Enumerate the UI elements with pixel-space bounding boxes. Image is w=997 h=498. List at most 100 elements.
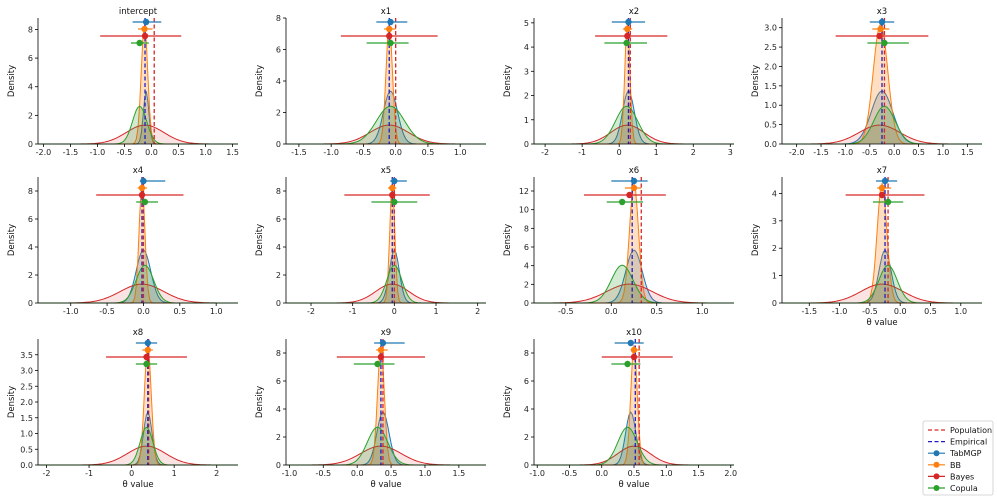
y-tick-label: 6 xyxy=(276,46,281,55)
density-fill-Copula xyxy=(38,106,238,144)
density-fill-Bayes xyxy=(534,125,734,144)
point-estimate-TabMGP xyxy=(144,339,151,347)
density-fill-BB xyxy=(286,345,486,465)
density-fill-Copula xyxy=(38,265,238,303)
panel-x10: -1.0 -0.5 0.0 0.5 1.0 1.5 2.0 0 2 4 6 8 x10 Density θ … xyxy=(503,328,737,490)
y-tick-label: 1.0 xyxy=(20,430,33,439)
density-fill-Copula xyxy=(286,427,486,465)
y-tick-label: 2.0 xyxy=(20,398,33,407)
density-fill-Bayes xyxy=(286,446,486,465)
x-tick-label: 0.0 xyxy=(137,307,150,316)
point-estimate-BB xyxy=(630,346,638,354)
density-fill-TabMGP xyxy=(534,91,734,144)
density-fill-Bayes xyxy=(38,125,238,144)
x-tick-label: -1.0 xyxy=(323,148,339,157)
x-tick-label: -1.0 xyxy=(832,307,848,316)
point-estimate-BB xyxy=(138,184,146,192)
y-tick-label: 8 xyxy=(524,224,529,233)
density-fill-Copula xyxy=(534,427,734,465)
density-fill-TabMGP xyxy=(782,250,982,303)
x-axis-label: θ value xyxy=(370,480,401,490)
point-estimate-Copula xyxy=(143,360,150,368)
point-estimate-Bayes xyxy=(141,32,149,40)
x-tick-label: 0.5 xyxy=(173,307,186,316)
x-tick-label: 0.5 xyxy=(912,148,925,157)
x-tick-label: 0.5 xyxy=(385,469,398,478)
x-tick-label: -0.5 xyxy=(862,148,878,157)
x-tick-label: 1.0 xyxy=(199,148,212,157)
density-fill-TabMGP xyxy=(534,250,734,303)
x-tick-label: 2 xyxy=(214,469,219,478)
panel-x3: -2.0 -1.5 -1.0 -0.5 0.0 0.5 1.0 1.5 0.0 0.5 1.0 1.5… xyxy=(751,7,982,157)
panel-title: x6 xyxy=(629,166,639,176)
x-tick-label: 3 xyxy=(728,148,733,157)
point-estimate-BB xyxy=(877,25,884,33)
point-estimate-BB xyxy=(377,346,385,354)
y-tick-label: 0 xyxy=(276,140,281,149)
y-tick-label: 0 xyxy=(28,299,33,308)
panel-title: x4 xyxy=(133,166,143,176)
density-fill-Bayes xyxy=(782,284,982,303)
x-tick-label: -2.0 xyxy=(789,148,805,157)
x-tick-label: 1.0 xyxy=(454,148,467,157)
point-estimate-BB xyxy=(386,25,393,33)
y-tick-label: 8 xyxy=(276,187,281,196)
y-tick-label: 6 xyxy=(276,215,281,224)
density-fill-BB xyxy=(38,186,238,303)
panel-title: x8 xyxy=(133,328,143,338)
y-tick-label: 3.0 xyxy=(764,24,777,33)
panel-title: x2 xyxy=(629,7,639,17)
density-fill-Bayes xyxy=(782,125,982,144)
point-estimate-TabMGP xyxy=(625,18,632,26)
legend-label-Copula: Copula xyxy=(950,484,978,493)
y-tick-label: 2 xyxy=(28,271,33,280)
point-estimate-Copula xyxy=(623,39,630,47)
x-tick-label: -0.5 xyxy=(117,148,133,157)
y-axis-label: Density xyxy=(751,224,761,256)
y-axis-label: Density xyxy=(503,386,513,418)
y-tick-label: 3 xyxy=(524,67,529,76)
x-tick-label: -1.0 xyxy=(90,148,106,157)
y-tick-label: 4 xyxy=(524,405,529,414)
x-tick-label: 1.5 xyxy=(961,148,974,157)
y-tick-label: 3 xyxy=(772,217,777,226)
x-tick-label: 1 xyxy=(654,148,659,157)
point-estimate-TabMGP xyxy=(878,18,886,26)
x-tick-label: -1 xyxy=(349,307,357,316)
density-fill-BB xyxy=(534,345,734,465)
point-estimate-Bayes xyxy=(143,353,150,361)
y-tick-label: 12 xyxy=(519,187,529,196)
panel-x2: -2 -1 0 1 2 3 0 1 2 3 4 5 x2 Density xyxy=(503,7,734,157)
panel-x4: -1.0 -0.5 0.0 0.5 1.0 0 2 4 6 8 x4 Density xyxy=(7,166,238,316)
panel-x8: -2 -1 0 1 2 0.0 0.5 1.0 1.5 2.0 2.5 3.0 3.5 x8 Density… xyxy=(7,328,238,490)
x-tick-label: -1.0 xyxy=(63,307,79,316)
point-estimate-BB xyxy=(624,25,631,33)
panel-x1: -1.5 -1.0 -0.5 0.0 0.5 1.0 0 2 4 6 8 x1 Density xyxy=(255,7,486,157)
point-estimate-Bayes xyxy=(624,32,631,40)
x-tick-label: 0.0 xyxy=(888,148,901,157)
y-tick-label: 6 xyxy=(524,377,529,386)
legend-label-TabMGP: TabMGP xyxy=(949,449,982,458)
point-estimate-Copula xyxy=(141,198,149,206)
y-tick-label: 0 xyxy=(276,299,281,308)
y-tick-label: 4 xyxy=(276,405,281,414)
y-tick-label: 2 xyxy=(772,244,777,253)
x-tick-label: -2 xyxy=(541,148,549,157)
y-tick-label: 1.5 xyxy=(20,414,33,423)
x-tick-label: 1.0 xyxy=(419,469,432,478)
x-tick-label: -1.5 xyxy=(813,148,829,157)
x-axis-label: θ value xyxy=(618,480,649,490)
point-estimate-Copula xyxy=(387,39,394,47)
point-estimate-Copula xyxy=(881,39,888,47)
panel-x7: -1.5 -1.0 -0.5 0.0 0.5 1.0 0 1 2 3 4 x7 Density θ val… xyxy=(751,166,982,328)
panel-title: intercept xyxy=(119,7,158,17)
y-tick-label: 8 xyxy=(28,187,33,196)
x-tick-label: 2 xyxy=(691,148,696,157)
y-tick-label: 0 xyxy=(772,299,777,308)
y-tick-label: 4 xyxy=(772,189,777,198)
y-tick-label: 2 xyxy=(276,109,281,118)
point-estimate-Bayes xyxy=(138,191,146,199)
y-tick-label: 6 xyxy=(28,54,33,63)
y-axis-label: Density xyxy=(255,65,265,97)
y-tick-label: 2 xyxy=(276,271,281,280)
